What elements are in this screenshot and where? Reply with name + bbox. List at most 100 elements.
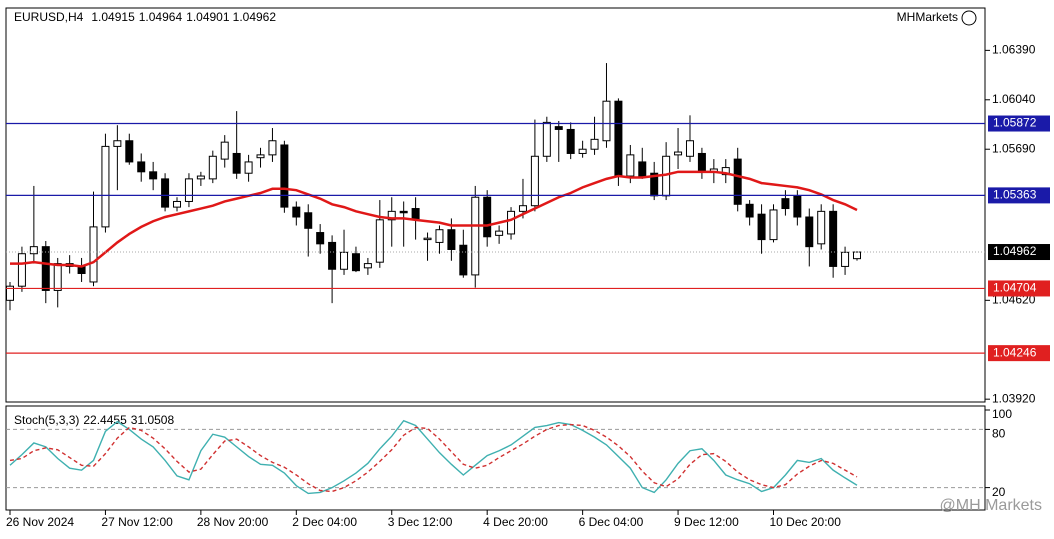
candle-body bbox=[316, 232, 325, 245]
candle-body bbox=[614, 100, 623, 177]
candle-body bbox=[232, 152, 241, 174]
candle-body bbox=[399, 210, 408, 214]
level-label: 1.05872 bbox=[993, 116, 1037, 130]
candle-body bbox=[769, 209, 778, 241]
symbol: EURUSD,H4 bbox=[14, 10, 84, 24]
y-tick-label: 1.06390 bbox=[992, 43, 1036, 57]
candle-body bbox=[244, 161, 253, 174]
candle-body bbox=[733, 158, 742, 205]
candle-body bbox=[196, 175, 205, 180]
candle-body bbox=[566, 128, 575, 154]
candle-body bbox=[554, 126, 563, 130]
stoch-k: 22.4455 bbox=[83, 413, 127, 427]
candle-body bbox=[638, 161, 647, 177]
candle-body bbox=[29, 246, 38, 255]
candle-body bbox=[89, 226, 98, 283]
candle-body bbox=[208, 155, 217, 180]
candle-body bbox=[793, 195, 802, 218]
candle-body bbox=[781, 198, 790, 210]
level-box bbox=[988, 187, 1050, 204]
candle-body bbox=[17, 253, 26, 287]
y-tick-label: 1.05690 bbox=[992, 141, 1036, 155]
y-tick-label: 100 bbox=[992, 407, 1012, 421]
candle-body bbox=[53, 263, 62, 291]
level-box bbox=[988, 115, 1050, 132]
candle-body bbox=[220, 141, 229, 160]
candle-body bbox=[423, 237, 432, 241]
x-tick-label: 4 Dec 20:00 bbox=[483, 515, 548, 529]
candle-body bbox=[292, 206, 301, 218]
y-tick-label: 20 bbox=[992, 485, 1006, 499]
ohlc-close: 1.04962 bbox=[233, 10, 277, 24]
level-label: 1.05363 bbox=[993, 188, 1037, 202]
stoch-name: Stoch(5,3,3) bbox=[14, 413, 79, 427]
candle-body bbox=[674, 151, 683, 156]
main-panel bbox=[5, 7, 986, 403]
ohlc-open: 1.04915 bbox=[91, 10, 135, 24]
candle-body bbox=[853, 251, 861, 260]
candle-body bbox=[518, 205, 527, 212]
candle-body bbox=[590, 138, 599, 150]
candle-body bbox=[459, 244, 468, 276]
level-box bbox=[988, 280, 1050, 297]
candle-body bbox=[483, 196, 492, 238]
brand-icon bbox=[961, 10, 977, 26]
candle-body bbox=[363, 263, 372, 269]
candle-body bbox=[495, 230, 504, 236]
candle-body bbox=[41, 246, 50, 291]
candle-body bbox=[101, 145, 110, 228]
x-tick-label: 28 Nov 20:00 bbox=[197, 515, 269, 529]
candle-body bbox=[6, 285, 14, 301]
level-label: 1.04704 bbox=[993, 281, 1037, 295]
x-tick-label: 3 Dec 12:00 bbox=[388, 515, 453, 529]
stoch-d: 31.0508 bbox=[131, 413, 175, 427]
candle-body bbox=[268, 140, 277, 156]
candle-body bbox=[125, 140, 134, 163]
level-label: 1.04246 bbox=[993, 345, 1037, 359]
y-tick-label: 1.03920 bbox=[992, 391, 1036, 405]
candle-body bbox=[351, 253, 360, 272]
candle-body bbox=[745, 203, 754, 218]
candle-body bbox=[602, 100, 611, 142]
candle-body bbox=[387, 210, 396, 221]
stoch-title: Stoch(5,3,3) 22.4455 31.0508 bbox=[14, 413, 174, 427]
candle-body bbox=[817, 210, 826, 245]
ohlc-low: 1.04901 bbox=[186, 10, 230, 24]
x-tick-label: 10 Dec 20:00 bbox=[769, 515, 841, 529]
brand: MHMarkets bbox=[897, 10, 958, 24]
candle-body bbox=[328, 241, 337, 270]
candle-body bbox=[340, 251, 349, 270]
candle-body bbox=[375, 219, 384, 263]
ohlc-high: 1.04964 bbox=[139, 10, 183, 24]
candle-body bbox=[841, 251, 850, 267]
stoch-line bbox=[9, 419, 858, 495]
y-tick-label: 1.06040 bbox=[992, 92, 1036, 106]
candle-body bbox=[256, 154, 265, 159]
candle-body bbox=[447, 229, 456, 250]
candle-body bbox=[280, 144, 289, 208]
candle-body bbox=[578, 148, 587, 154]
x-tick-label: 6 Dec 04:00 bbox=[579, 515, 644, 529]
candle-body bbox=[161, 178, 170, 208]
candle-body bbox=[507, 210, 516, 235]
candle-body bbox=[757, 213, 766, 241]
chart-title: EURUSD,H4 1.04915 1.04964 1.04901 1.04962 bbox=[14, 10, 276, 24]
candle-body bbox=[685, 140, 694, 157]
level-box bbox=[988, 345, 1050, 362]
x-tick-label: 26 Nov 2024 bbox=[6, 515, 74, 529]
candle-body bbox=[304, 212, 313, 229]
candle-body bbox=[542, 121, 551, 157]
candle-body bbox=[626, 154, 635, 177]
x-tick-label: 27 Nov 12:00 bbox=[101, 515, 173, 529]
candle-body bbox=[173, 200, 182, 208]
candle-body bbox=[805, 216, 814, 248]
stoch-line bbox=[9, 423, 858, 493]
candle-body bbox=[113, 140, 122, 147]
y-tick-label: 80 bbox=[992, 427, 1006, 441]
x-tick-label: 9 Dec 12:00 bbox=[674, 515, 739, 529]
candle-body bbox=[149, 171, 158, 180]
candle-body bbox=[411, 208, 420, 221]
last-price-label: 1.04962 bbox=[993, 244, 1037, 258]
x-tick-label: 2 Dec 04:00 bbox=[292, 515, 357, 529]
